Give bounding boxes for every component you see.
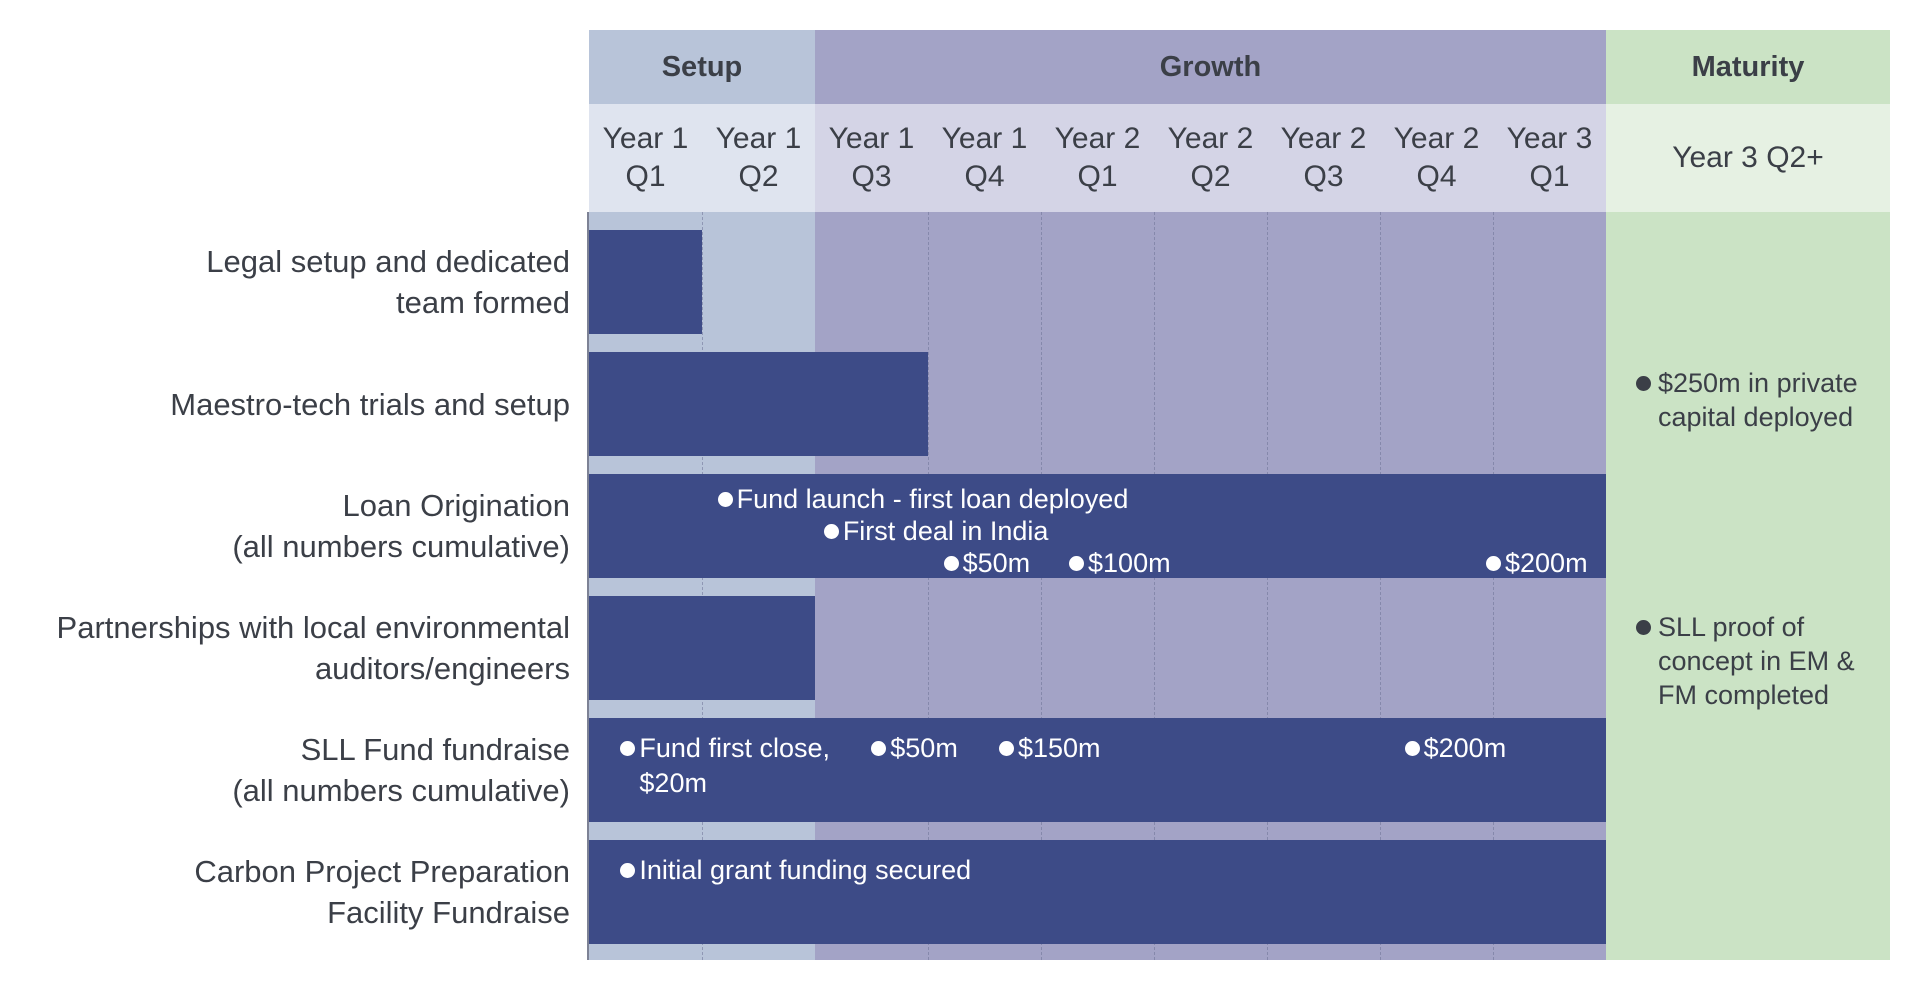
row-label-line: team formed [395, 285, 570, 320]
column-header-line1: Year 2 [1167, 122, 1254, 155]
column-header-8: Year 3 Q1 [1493, 104, 1606, 212]
phase-header-growth: Growth [815, 30, 1606, 104]
gantt-bar-1 [589, 352, 928, 456]
column-header-3: Year 1 Q4 [928, 104, 1041, 212]
column-header-line1: Year 2 [1280, 122, 1367, 155]
milestone-label: $50m [962, 548, 1031, 578]
column-header-line1: Year 3 [1506, 122, 1593, 155]
column-header-line1: Year 1 [828, 122, 915, 155]
column-header-line2: Q2 [1190, 160, 1231, 193]
maturity-note-dot [1636, 620, 1651, 635]
milestone-dot [998, 741, 1014, 756]
column-header-line2: Q3 [851, 160, 892, 193]
column-header-6: Year 2 Q3 [1267, 104, 1380, 212]
column-header-0: Year 1 Q1 [589, 104, 702, 212]
row-label-0: Legal setup and dedicated team formed [10, 230, 570, 334]
milestone-label: $200m [1423, 733, 1507, 763]
milestone-label: $150m [1017, 733, 1101, 763]
row-label-5: Carbon Project Preparation Facility Fundr… [10, 840, 570, 944]
milestone-label: $50m [890, 733, 958, 763]
row-label-line: Loan Origination [342, 488, 571, 523]
milestone-dot [871, 741, 887, 756]
row-label-line: Legal setup and dedicated [206, 244, 570, 279]
phase-header-setup: Setup [589, 30, 815, 104]
column-header-line2: Q1 [1529, 160, 1570, 193]
row-label-line: auditors/engineers [314, 651, 570, 686]
milestone-label: First deal in India [842, 516, 1049, 546]
column-header-line1: Year 1 [941, 122, 1028, 155]
quarter-gridline [702, 212, 703, 960]
quarter-gridline [1493, 212, 1494, 960]
row-label-line: Carbon Project Preparation [194, 854, 570, 889]
row-label-1: Maestro-tech trials and setup [10, 352, 570, 456]
milestone-label: Initial grant funding secured [639, 855, 972, 885]
column-header-line2: Q1 [625, 160, 666, 193]
maturity-note-line: capital deployed [1658, 402, 1854, 432]
quarter-gridline [1041, 212, 1042, 960]
row-label-line: SLL Fund fundraise [300, 732, 570, 767]
milestone-label: $100m [1088, 548, 1171, 578]
milestone-dot [620, 741, 636, 756]
gantt-bar-2 [589, 474, 1606, 578]
column-header-line1: Year 1 [602, 122, 689, 155]
phase-header-maturity: Maturity [1606, 30, 1890, 104]
milestone-label: $20m [639, 768, 707, 798]
column-header-line2: Q1 [1077, 160, 1118, 193]
column-header-1: Year 1 Q2 [702, 104, 815, 212]
gantt-bar-3 [589, 596, 815, 700]
milestone-label: $200m [1505, 548, 1588, 578]
row-label-2: Loan Origination (all numbers cumulative) [10, 474, 570, 578]
gantt-bar-0 [589, 230, 702, 334]
column-header-line1: Year 2 [1054, 122, 1141, 155]
column-header-7: Year 2 Q4 [1380, 104, 1493, 212]
phase-body-growth [815, 212, 1606, 960]
milestone-dot [823, 524, 839, 539]
column-header-4: Year 2 Q1 [1041, 104, 1154, 212]
milestone-dot [943, 556, 959, 571]
maturity-note-line: FM completed [1658, 680, 1830, 710]
quarter-gridline [1380, 212, 1381, 960]
quarter-gridline [928, 212, 929, 960]
column-header-line1: Year 3 Q2+ [1672, 141, 1824, 174]
gantt-bar-4 [589, 718, 1606, 822]
column-header-line2: Q3 [1303, 160, 1344, 193]
column-header-line1: Year 2 [1393, 122, 1480, 155]
quarter-gridline [1154, 212, 1155, 960]
column-header-line2: Q2 [738, 160, 779, 193]
milestone-dot [1486, 556, 1501, 571]
row-label-line: (all numbers cumulative) [232, 529, 570, 564]
row-label-4: SLL Fund fundraise (all numbers cumulativ… [10, 718, 570, 822]
column-header-line2: Q4 [964, 160, 1005, 193]
milestone-label: Fund first close, [639, 733, 830, 763]
phase-body-maturity [1606, 212, 1890, 960]
row-label-3: Partnerships with local environmental aud… [10, 596, 570, 700]
maturity-note-dot [1636, 376, 1651, 391]
column-header-line2: Q4 [1416, 160, 1457, 193]
column-header-5: Year 2 Q2 [1154, 104, 1267, 212]
gantt-bar-5 [589, 840, 1606, 944]
column-header-9: Year 3 Q2+ [1606, 104, 1890, 212]
column-header-line1: Year 1 [715, 122, 802, 155]
quarter-gridline [1267, 212, 1268, 960]
grid-left-edge [587, 212, 589, 960]
row-label-line: Maestro-tech trials and setup [170, 386, 570, 422]
milestone-dot [620, 863, 636, 878]
milestone-label: Fund launch - first loan deployed [736, 484, 1129, 514]
maturity-note-line: $250m in private [1658, 368, 1858, 398]
column-header-2: Year 1 Q3 [815, 104, 928, 212]
milestone-dot [717, 492, 733, 507]
milestone-dot [1069, 556, 1085, 571]
milestone-dot [1404, 741, 1420, 756]
row-label-line: (all numbers cumulative) [232, 773, 570, 808]
row-label-line: Facility Fundraise [327, 895, 570, 930]
maturity-note-line: SLL proof of [1658, 612, 1805, 642]
row-label-line: Partnerships with local environmental [56, 610, 570, 645]
maturity-note-line: concept in EM & [1658, 646, 1855, 676]
